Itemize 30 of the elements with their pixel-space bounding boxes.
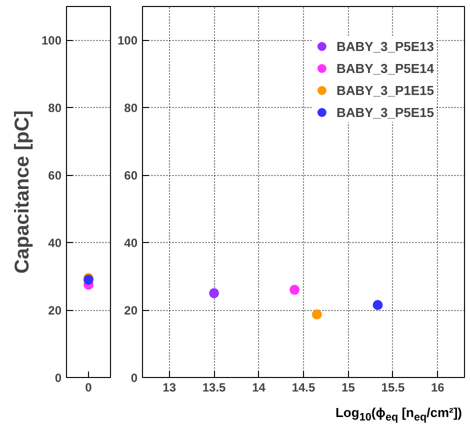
legend-label: BABY_3_P5E14 — [336, 60, 434, 76]
y-tick-label: 20 — [124, 304, 138, 318]
x-tick-label: 15 — [342, 380, 356, 394]
x-axis-title: Log$_{10}$(ϕ$_{eq}$ [n$_{eq}$/cm²]) — [335, 405, 462, 426]
y-tick-label: 60 — [124, 168, 138, 183]
point — [290, 284, 300, 295]
point — [312, 309, 322, 320]
legend-label: BABY_3_P5E15 — [336, 104, 434, 120]
x-tick-label: 14.5 — [292, 380, 316, 394]
x-tick-label: 16 — [430, 380, 445, 394]
y-tick-label: 80 — [48, 101, 62, 116]
x-tick-label: 14 — [252, 380, 266, 394]
x-tick-label: 13 — [162, 380, 176, 394]
y-tick-label: 0 — [130, 371, 138, 385]
y-tick-label: 0 — [54, 371, 62, 385]
y-tick-label: 60 — [48, 168, 62, 183]
y-axis-title: Capacitance [pC] — [11, 110, 34, 274]
y-tick-label: 100 — [117, 34, 138, 48]
y-tick-label: 100 — [41, 34, 62, 48]
x-tick-label: 0 — [85, 380, 92, 394]
point — [372, 300, 383, 310]
y-tick-label: 40 — [124, 236, 138, 250]
legend-label: BABY_3_P5E13 — [336, 38, 434, 54]
legend-label: BABY_3_P1E15 — [336, 82, 434, 98]
y-tick-label: 40 — [48, 236, 62, 250]
x-tick-label: 15.5 — [381, 380, 405, 394]
y-tick-label: 20 — [48, 304, 62, 318]
y-tick-label: 80 — [124, 101, 138, 116]
point — [209, 288, 220, 298]
x-tick-label: 13.5 — [202, 380, 226, 394]
